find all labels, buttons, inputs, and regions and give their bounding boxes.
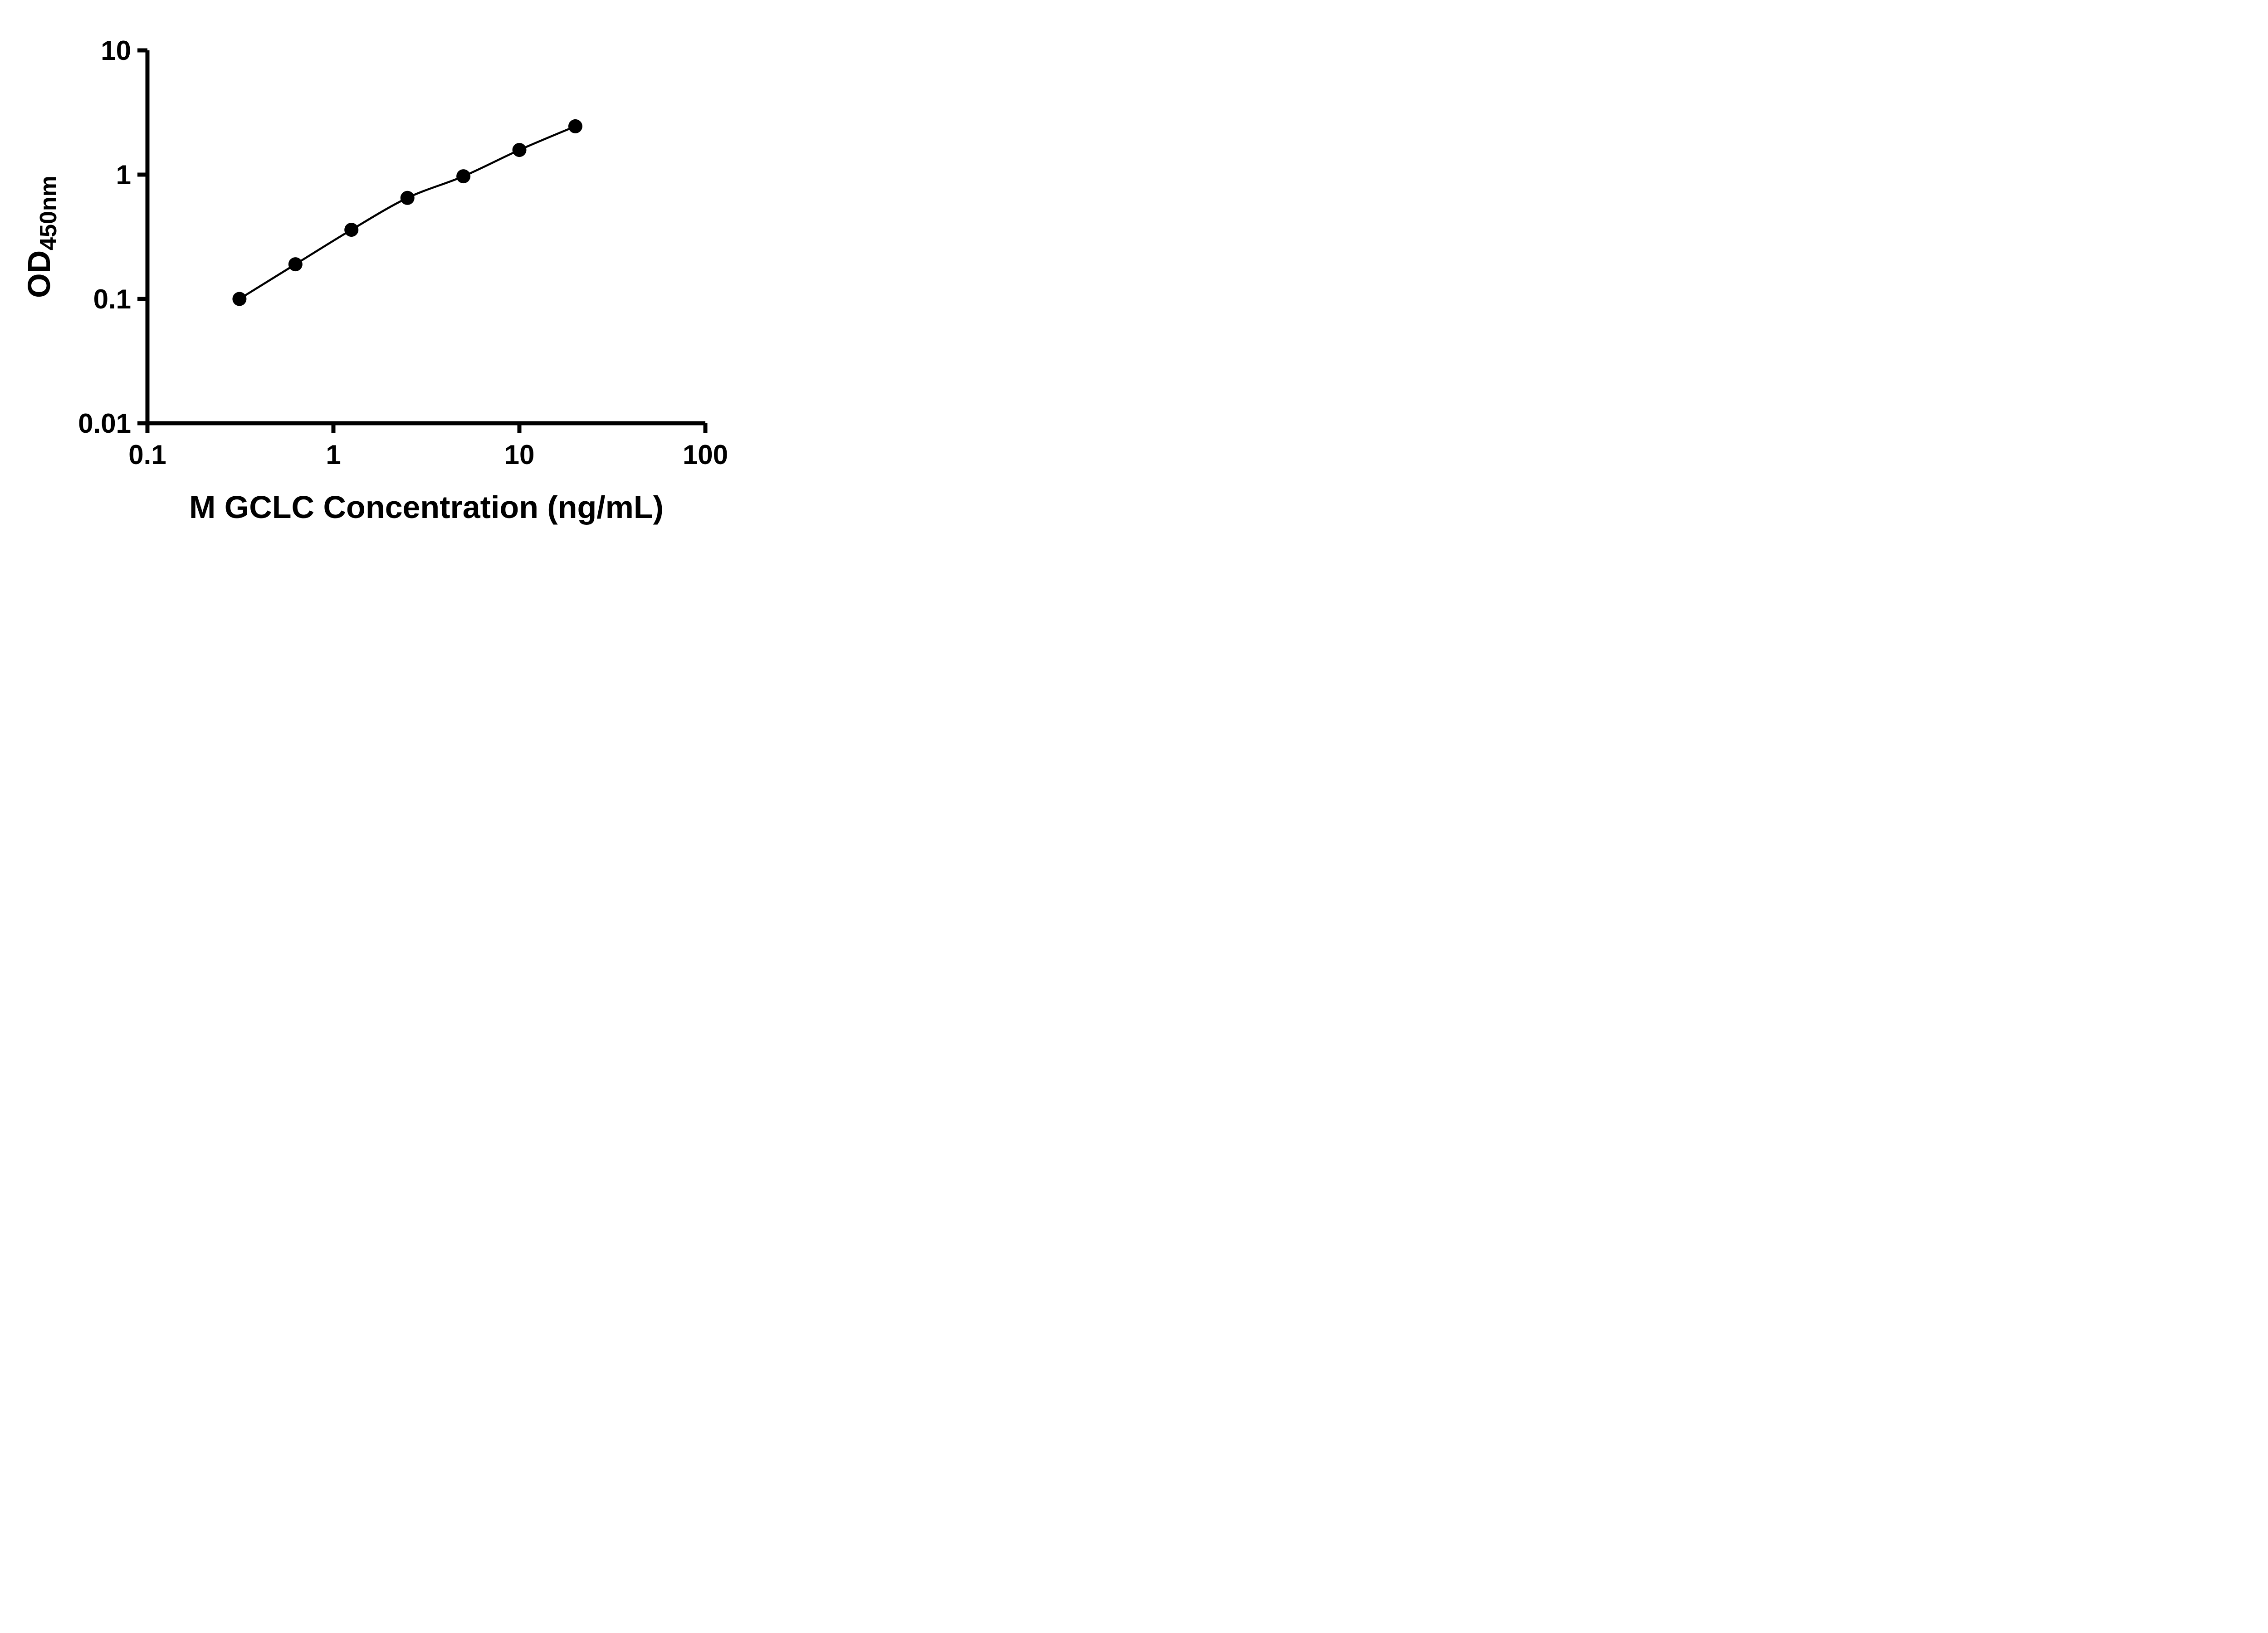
x-tick-label: 1 <box>326 440 341 470</box>
data-point-marker <box>344 223 359 237</box>
figure-canvas: 0.1 1 10 100 0.01 0.1 1 10 M GCLC Concentration… <box>0 0 776 544</box>
x-axis-label: M GCLC Concentration (ng/mL) <box>189 489 664 525</box>
y-tick-label: 0.01 <box>78 408 131 439</box>
data-point-marker <box>232 292 247 306</box>
y-tick-label: 1 <box>116 160 131 190</box>
y-axis-label: OD450nm <box>21 176 62 298</box>
data-point-marker <box>400 191 415 205</box>
x-tick-label: 0.1 <box>128 440 166 470</box>
axes-frame <box>145 50 705 425</box>
y-tick-label: 10 <box>101 35 131 66</box>
y-axis-label-subscript: 450nm <box>35 176 62 250</box>
x-tick-label: 100 <box>683 440 728 470</box>
data-point-marker <box>288 257 303 272</box>
y-axis-label-main: OD <box>21 250 57 298</box>
y-tick-label: 0.1 <box>93 284 131 314</box>
x-tick-label: 10 <box>504 440 535 470</box>
data-point-marker <box>568 119 582 133</box>
data-point-marker <box>512 143 527 157</box>
data-point-marker <box>456 169 471 184</box>
